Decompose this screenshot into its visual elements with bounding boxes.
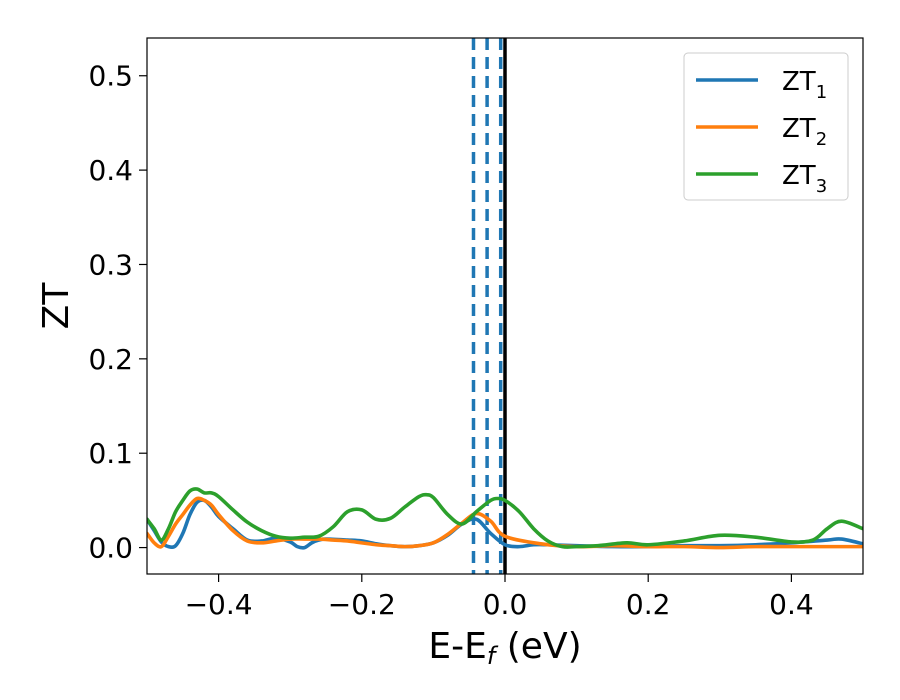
x-axis-ticks: −0.4 −0.2 0.0 0.2 0.4 [185,574,814,621]
x-tick-label: 0.2 [626,588,671,621]
legend-item-zt3: ZT3 [696,161,827,197]
series-lines [147,487,863,550]
y-tick-label: 0.3 [88,248,133,281]
y-tick-label: 0.2 [88,343,133,376]
legend-label: ZT1 [782,67,827,103]
legend-item-zt1: ZT1 [696,67,827,103]
legend: ZT1 ZT2 ZT3 [683,52,849,201]
x-axis-title-main: E-E [428,626,486,667]
legend-item-zt2: ZT2 [696,114,827,150]
x-axis-title: E-Ef (eV) [428,626,581,670]
y-tick-label: 0.4 [88,154,133,187]
legend-frame [683,52,849,201]
x-tick-label: 0.0 [483,588,528,621]
x-tick-label: 0.4 [769,588,814,621]
legend-label: ZT2 [782,114,827,150]
x-tick-label: −0.4 [185,588,253,621]
legend-label: ZT3 [782,161,827,197]
y-tick-label: 0.1 [88,437,133,470]
y-axis-ticks: 0.0 0.1 0.2 0.3 0.4 0.5 [88,60,147,565]
series-line-zt2 [147,496,863,550]
x-tick-label: −0.2 [328,588,396,621]
reference-lines [471,38,507,574]
y-axis-title: ZT [36,282,77,330]
series-line-zt3 [147,487,863,549]
x-axis-title-unit: (eV) [495,626,581,667]
y-tick-label: 0.0 [88,532,133,565]
y-tick-label: 0.5 [88,60,133,93]
